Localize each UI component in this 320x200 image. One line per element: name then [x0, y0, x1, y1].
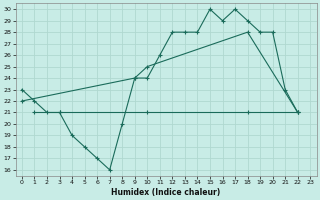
X-axis label: Humidex (Indice chaleur): Humidex (Indice chaleur): [111, 188, 221, 197]
